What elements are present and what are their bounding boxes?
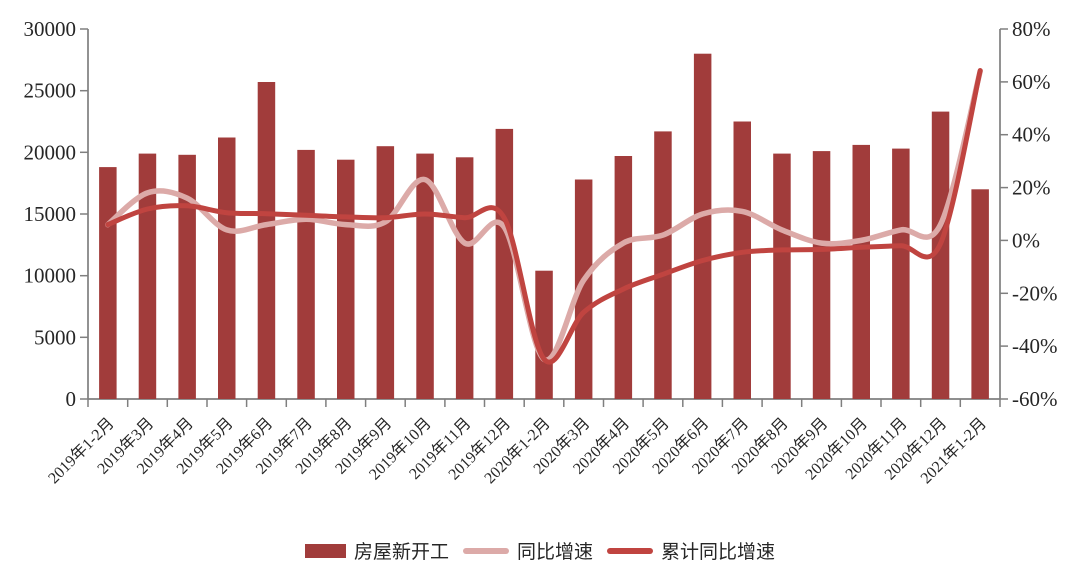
- legend-label-yoy-growth: 同比增速: [516, 542, 593, 563]
- left-axis-tick-label: 25000: [24, 79, 77, 103]
- bar: [852, 144, 870, 399]
- right-axis-tick-label: 20%: [1012, 176, 1051, 200]
- right-axis-tick-label: -60%: [1012, 387, 1058, 411]
- right-axis-tick-label: 80%: [1012, 17, 1051, 41]
- legend: 房屋新开工 同比增速 累计同比增速: [0, 537, 1080, 564]
- right-axis-tick-label: 60%: [1012, 70, 1051, 94]
- bar: [138, 153, 157, 399]
- bar: [455, 157, 474, 399]
- right-axis-tick-label: 0%: [1012, 228, 1040, 252]
- bar: [812, 151, 831, 399]
- left-axis-tick-label: 10000: [24, 264, 77, 288]
- bar: [971, 189, 989, 399]
- cumulative-yoy-line-swatch: [607, 547, 653, 554]
- left-axis-tick-label: 5000: [34, 325, 76, 349]
- left-axis-tick-label: 0: [66, 387, 77, 411]
- bar: [773, 153, 791, 399]
- bar: [654, 131, 672, 399]
- legend-item-cumulative-yoy-growth: 累计同比增速: [607, 537, 775, 564]
- cumulative-yoy-growth-line: [105, 68, 983, 365]
- bar: [297, 149, 315, 399]
- legend-label-cumulative-yoy-growth: 累计同比增速: [661, 542, 776, 563]
- bar: [495, 128, 514, 399]
- yoy-line-swatch: [462, 547, 509, 554]
- bar: [257, 82, 276, 399]
- right-axis-tick-label: -20%: [1012, 281, 1058, 305]
- combo-chart-plot: 0 5000 10000 15000 20000 25000 30000 -60% -40% -2…: [24, 17, 1058, 487]
- legend-label-housing-starts: 房屋新开工: [353, 542, 449, 563]
- right-axis-tick-label: 40%: [1012, 123, 1051, 147]
- bar: [574, 179, 593, 399]
- left-axis-tick-label: 15000: [24, 202, 77, 226]
- bar: [733, 121, 751, 399]
- legend-item-housing-starts: 房屋新开工: [304, 537, 449, 564]
- left-axis-tick-label: 30000: [24, 17, 77, 41]
- bar: [892, 148, 910, 399]
- bar: [693, 53, 712, 399]
- bar: [614, 156, 633, 399]
- bar: [931, 111, 950, 399]
- right-axis-tick-label: -40%: [1012, 334, 1058, 358]
- bar: [535, 270, 553, 399]
- bar: [376, 146, 395, 399]
- bar: [416, 153, 434, 399]
- bar: [337, 159, 355, 399]
- bar: [218, 137, 236, 399]
- bar: [99, 167, 117, 399]
- left-axis-tick-label: 20000: [24, 140, 77, 164]
- legend-item-yoy-growth: 同比增速: [462, 537, 593, 564]
- bar-series-swatch: [304, 543, 346, 558]
- bar: [178, 154, 196, 399]
